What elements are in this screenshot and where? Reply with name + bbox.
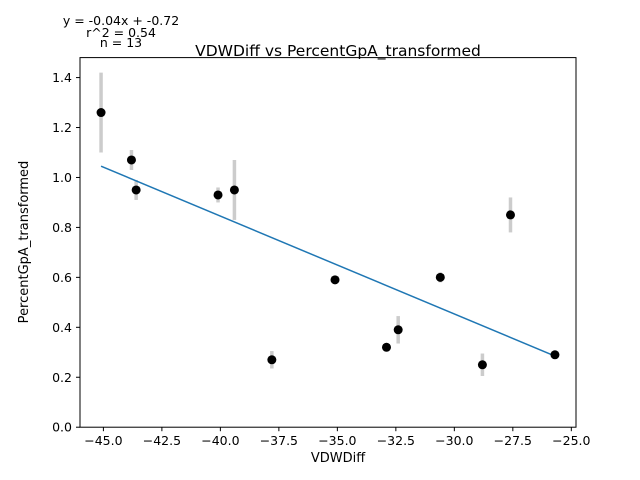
y-tick-label: 1.2	[52, 120, 72, 135]
data-point	[126, 155, 136, 165]
data-point	[131, 185, 141, 195]
y-axis-ticks: 0.0 0.2 0.4 0.6 0.8 1.0 1.2 1.4	[52, 70, 80, 435]
y-tick-label: 1.4	[52, 70, 72, 85]
x-tick-label: −35.0	[318, 433, 356, 448]
y-tick-label: 0.6	[52, 270, 72, 285]
plot-content	[96, 72, 560, 377]
plot-frame	[79, 57, 577, 428]
y-tick-label: 1.0	[52, 170, 72, 185]
data-point	[330, 275, 340, 285]
data-point	[550, 350, 560, 360]
data-point	[267, 355, 277, 365]
x-tick-label: −42.5	[143, 433, 181, 448]
sample-size-annotation: n = 13	[100, 35, 142, 50]
x-tick-label: −25.0	[552, 433, 590, 448]
data-point	[393, 325, 403, 335]
r-squared-annotation: r^2 = 0.54	[86, 25, 156, 40]
y-tick-label: 0.8	[52, 220, 72, 235]
x-tick-label: −37.5	[260, 433, 298, 448]
equation-annotation: y = -0.04x + -0.72	[63, 13, 179, 28]
data-point	[229, 185, 239, 195]
x-tick-label: −27.5	[494, 433, 532, 448]
x-tick-label: −45.0	[84, 433, 122, 448]
y-tick-label: 0.0	[52, 420, 72, 435]
x-axis-label: VDWDiff	[311, 451, 366, 466]
data-point	[477, 360, 487, 370]
y-tick-label: 0.2	[52, 370, 72, 385]
x-tick-label: −40.0	[201, 433, 239, 448]
data-point	[213, 190, 223, 200]
data-point	[435, 272, 445, 282]
x-axis-ticks: −45.0 −42.5 −40.0 −37.5 −35.0 −32.5 −30.0 −27.5…	[84, 427, 591, 448]
y-tick-label: 0.4	[52, 320, 72, 335]
data-point	[96, 108, 106, 118]
y-axis-label: PercentGpA_transformed	[17, 161, 32, 324]
x-tick-label: −32.5	[377, 433, 415, 448]
x-tick-label: −30.0	[435, 433, 473, 448]
chart-title: VDWDiff vs PercentGpA_transformed	[195, 42, 481, 61]
data-point	[505, 210, 515, 220]
data-point	[381, 342, 391, 352]
regression-line	[100, 165, 556, 357]
